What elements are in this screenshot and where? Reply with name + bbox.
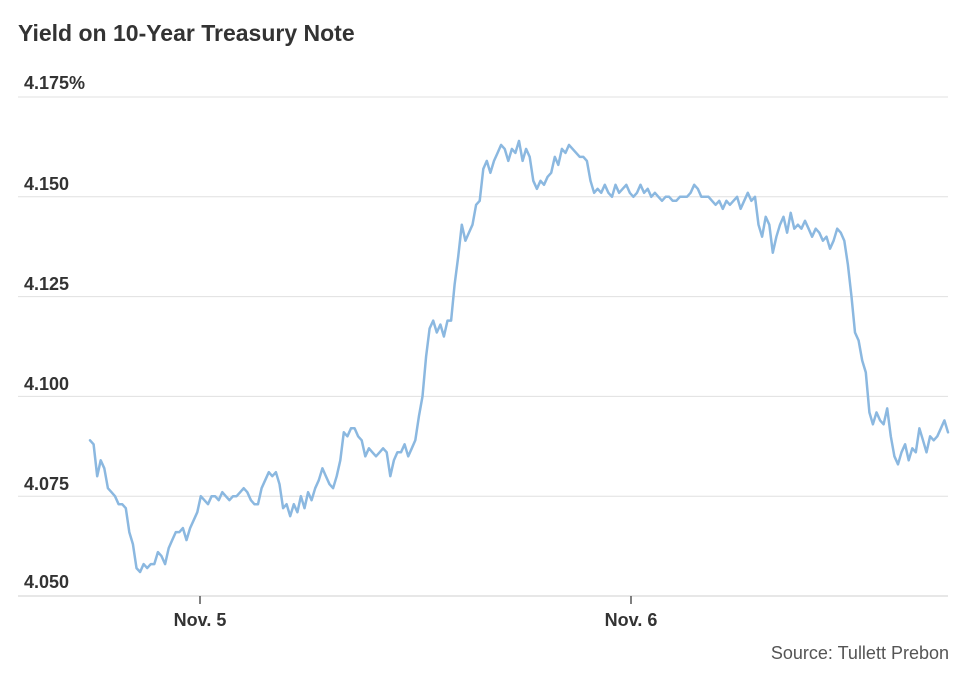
y-tick-label: 4.075 xyxy=(24,474,70,494)
x-tick-label: Nov. 6 xyxy=(604,610,658,630)
y-tick-label: 4.150 xyxy=(24,174,70,194)
y-tick-label: 4.050 xyxy=(24,572,70,592)
x-axis-ticks xyxy=(199,596,632,604)
x-tick-label: Nov. 5 xyxy=(173,610,227,630)
y-tick-label: 4.175% xyxy=(24,73,86,93)
gridlines xyxy=(18,96,948,597)
y-tick-label: 4.125 xyxy=(24,274,70,294)
y-tick-label: 4.100 xyxy=(24,374,70,394)
chart-title: Yield on 10-Year Treasury Note xyxy=(18,20,355,46)
series-line xyxy=(88,139,950,574)
source-note: Source: Tullett Prebon xyxy=(770,643,949,663)
